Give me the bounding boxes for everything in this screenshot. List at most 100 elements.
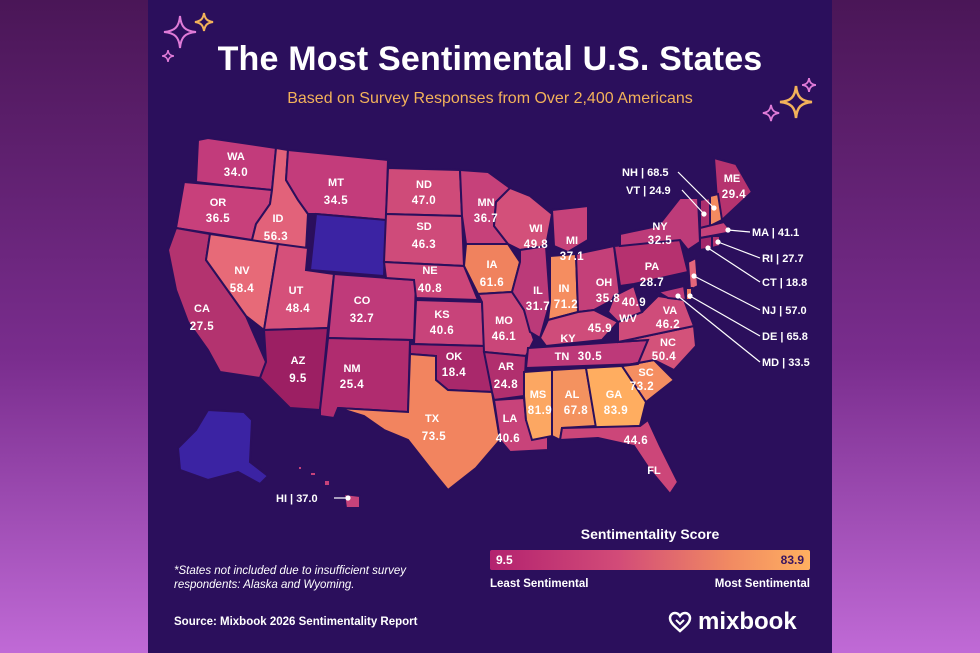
label-NM-value: 25.4: [340, 379, 364, 391]
label-NE-abbr: NE: [422, 265, 437, 277]
brand-name: mixbook: [698, 608, 797, 635]
label-OH-value: 35.8: [596, 293, 620, 305]
sparkle-icon: [162, 50, 174, 62]
source-note: Source: Mixbook 2026 Sentimentality Repo…: [174, 616, 418, 628]
label-IN-value: 71.2: [554, 299, 578, 311]
label-ID-value: 56.3: [264, 231, 288, 243]
label-UT-value: 48.4: [286, 303, 310, 315]
label-WI-abbr: WI: [529, 223, 542, 235]
label-FL-value: 44.6: [624, 435, 648, 447]
label-AZ-value: 9.5: [289, 373, 307, 385]
label-NC-abbr: NC: [660, 337, 676, 349]
state-NV: [204, 232, 280, 332]
state-NC: [617, 324, 698, 372]
state-labels: WA 34.0 OR 36.5 ID 56.3 MT 34.5 ND 47.0 …: [190, 151, 746, 477]
label-IN-abbr: IN: [559, 283, 570, 295]
label-IA-value: 61.6: [480, 277, 504, 289]
label-MT-value: 34.5: [324, 195, 348, 207]
sparkle-icon: [762, 104, 780, 122]
state-WV: [606, 284, 644, 324]
label-LA-value: 40.6: [496, 433, 520, 445]
label-FL-abbr: FL: [647, 465, 661, 477]
legend-left-label: Least Sentimental: [490, 578, 589, 590]
label-TX-abbr: TX: [425, 413, 440, 425]
label-MS-value: 81.9: [528, 405, 552, 417]
label-VA-value: 46.2: [656, 319, 680, 331]
label-PA-value: 28.7: [640, 277, 664, 289]
label-MO-value: 46.1: [492, 331, 516, 343]
label-NM-abbr: NM: [343, 363, 360, 375]
state-TX: [337, 352, 502, 492]
label-AZ-abbr: AZ: [291, 355, 306, 367]
callout-labels: NH | 68.5 VT | 24.9 MA | 41.1 RI | 27.7 …: [276, 167, 810, 505]
label-ID-abbr: ID: [273, 213, 284, 225]
state-WA: [194, 136, 278, 192]
legend-max-value: 83.9: [780, 553, 804, 567]
label-NY-abbr: NY: [652, 221, 668, 233]
state-MA: [699, 220, 734, 240]
label-GA-abbr: GA: [606, 389, 623, 401]
label-LA-abbr: LA: [503, 413, 518, 425]
state-FL: [558, 418, 680, 496]
label-AL-value: 67.8: [564, 405, 588, 417]
callout-MA: MA | 41.1: [752, 227, 799, 239]
state-OH: [574, 244, 622, 314]
state-ND: [384, 166, 464, 218]
label-NY-value: 32.5: [648, 235, 672, 247]
label-KY-value: 45.9: [588, 323, 612, 335]
label-OR-value: 36.5: [206, 213, 230, 225]
state-MI: [550, 204, 589, 254]
label-CA-abbr: CA: [194, 303, 210, 315]
legend-min-value: 9.5: [496, 553, 513, 567]
label-WV-value: 40.9: [622, 297, 646, 309]
state-GA: [584, 364, 648, 430]
label-NV-abbr: NV: [234, 265, 250, 277]
label-MO-abbr: MO: [495, 315, 513, 327]
label-MS-abbr: MS: [530, 389, 547, 401]
callout-MD: MD | 33.5: [762, 357, 810, 369]
label-IA-abbr: IA: [487, 259, 498, 271]
state-KY: [538, 308, 620, 348]
legend-right-label: Most Sentimental: [714, 578, 810, 590]
label-SD-abbr: SD: [416, 221, 431, 233]
callout-DE: DE | 65.8: [762, 331, 808, 343]
label-UT-abbr: UT: [289, 285, 304, 297]
brand-logo: mixbook: [668, 608, 797, 636]
callout-HI: HI | 37.0: [276, 493, 318, 505]
legend-title: Sentimentality Score: [580, 526, 720, 542]
label-WA-value: 34.0: [224, 167, 248, 179]
state-AZ: [258, 326, 330, 412]
label-OH-abbr: OH: [596, 277, 613, 289]
label-ND-abbr: ND: [416, 179, 432, 191]
label-ME-value: 29.4: [722, 189, 746, 201]
callout-CT: CT | 18.8: [762, 277, 807, 289]
label-SC-value: 73.2: [630, 381, 654, 393]
label-KY-abbr: KY: [560, 333, 576, 345]
label-MT-abbr: MT: [328, 177, 344, 189]
heart-logo-icon: [668, 611, 692, 633]
label-ME-abbr: ME: [724, 173, 741, 185]
label-AR-abbr: AR: [498, 361, 514, 373]
label-KS-value: 40.6: [430, 325, 454, 337]
label-TN-abbr: TN: [555, 351, 570, 363]
label-WA-abbr: WA: [227, 151, 245, 163]
label-NE-value: 40.8: [418, 283, 442, 295]
label-MI-value: 37.1: [560, 251, 584, 263]
label-AL-abbr: AL: [565, 389, 580, 401]
page-title: The Most Sentimental U.S. States: [217, 40, 763, 78]
state-CO: [326, 272, 418, 342]
legend-color-scale: 9.5 83.9: [490, 550, 810, 570]
label-MN-abbr: MN: [477, 197, 494, 209]
label-WI-value: 49.8: [524, 239, 548, 251]
callout-RI: RI | 27.7: [762, 253, 804, 265]
label-NC-value: 50.4: [652, 351, 676, 363]
sparkle-icon: [163, 15, 197, 49]
label-GA-value: 83.9: [604, 405, 628, 417]
label-OR-abbr: OR: [210, 197, 227, 209]
label-CO-abbr: CO: [354, 295, 371, 307]
infographic-panel: The Most Sentimental U.S. States Based o…: [148, 0, 832, 653]
label-MI-abbr: MI: [566, 235, 578, 247]
label-PA-abbr: PA: [645, 261, 660, 273]
label-MN-value: 36.7: [474, 213, 498, 225]
state-NM: [319, 336, 412, 420]
